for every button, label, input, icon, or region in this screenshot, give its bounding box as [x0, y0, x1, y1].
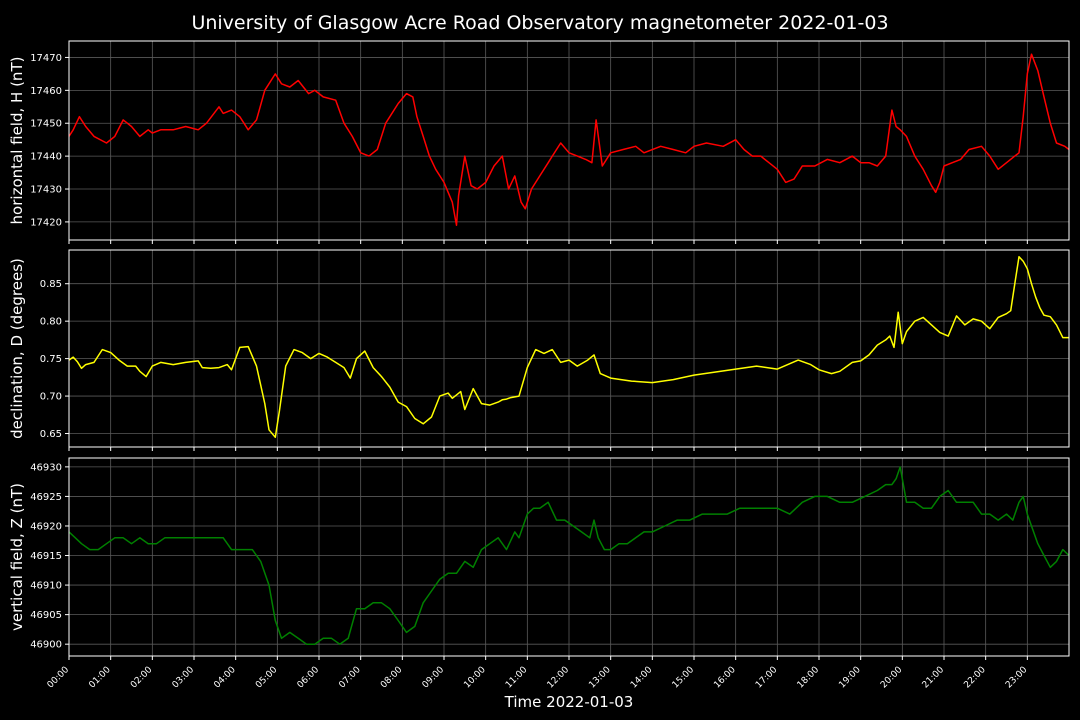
plot-frame: [68, 457, 1070, 657]
y-tick-label: 46915: [30, 551, 62, 562]
y-axis-label: declination, D (degrees): [8, 258, 26, 439]
y-axis-label: horizontal field, H (nT): [8, 57, 26, 225]
plot-frame: [68, 249, 1070, 448]
y-axis-label: vertical field, Z (nT): [8, 483, 26, 631]
y-tick-label: 17420: [30, 217, 62, 228]
series-line-1: [68, 53, 1070, 226]
panel-2: 0.65 0.70 0.75 0.80 0.85 declination, D (degr…: [8, 249, 1070, 451]
series-line-3: [68, 466, 1070, 645]
y-tick-label: 0.65: [40, 429, 62, 440]
y-tick-label: 17440: [30, 152, 62, 163]
y-tick-label: 46925: [30, 492, 62, 503]
chart-title: University of Glasgow Acre Road Observat…: [191, 12, 888, 34]
y-tick-label: 17450: [30, 119, 62, 130]
y-tick-label: 46905: [30, 610, 62, 621]
y-tick-label: 17430: [30, 185, 62, 196]
series-line-2: [68, 255, 1069, 439]
plot-frame: [68, 40, 1070, 241]
y-tick-label: 46930: [30, 462, 62, 473]
y-tick-label: 0.70: [40, 392, 62, 403]
panel-1: 17420 17430 17440 17450 17460 17470 horizontal…: [8, 40, 1070, 244]
y-tick-label: 17470: [30, 53, 62, 64]
y-tick-label: 0.80: [40, 317, 62, 328]
y-tick-label: 46900: [30, 640, 62, 651]
y-tick-label: 0.85: [40, 279, 62, 290]
y-tick-label: 46920: [30, 521, 62, 532]
y-tick-label: 0.75: [40, 354, 62, 365]
y-tick-label: 46910: [30, 581, 62, 592]
x-axis-label: Time 2022-01-03: [504, 693, 634, 711]
y-tick-label: 17460: [30, 86, 62, 97]
